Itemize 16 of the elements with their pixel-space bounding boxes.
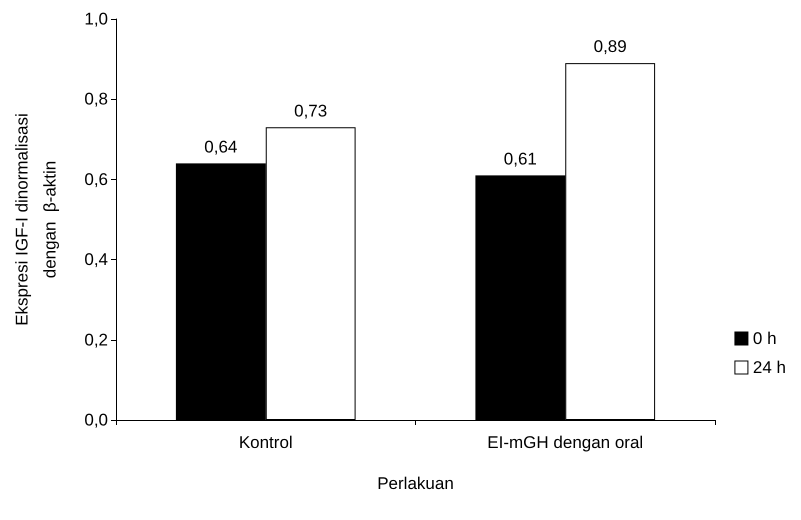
x-tick-label: EI-mGH dengan oral bbox=[487, 433, 644, 452]
y-axis-title: Ekspresi IGF-I dinormalisasi dengan β-aktin bbox=[12, 113, 60, 326]
y-tick-label: 0,6 bbox=[84, 170, 108, 189]
data-label: 0,61 bbox=[504, 149, 537, 168]
y-tick-label: 0,0 bbox=[84, 410, 108, 430]
x-axis-title: Perlakuan bbox=[377, 474, 454, 493]
y-tick-label: 0,8 bbox=[84, 90, 108, 109]
y-tick-label: 0,4 bbox=[84, 250, 108, 270]
x-tick-label: Kontrol bbox=[238, 433, 293, 452]
y-tick-label: 0,2 bbox=[84, 330, 108, 350]
data-label: 0,73 bbox=[294, 101, 328, 120]
legend-label: 24 h bbox=[752, 358, 786, 377]
data-label: 0,89 bbox=[594, 37, 627, 56]
y-tick-label: 1,0 bbox=[84, 10, 108, 28]
data-label: 0,64 bbox=[204, 137, 238, 156]
legend-label: 0 h bbox=[752, 329, 777, 348]
